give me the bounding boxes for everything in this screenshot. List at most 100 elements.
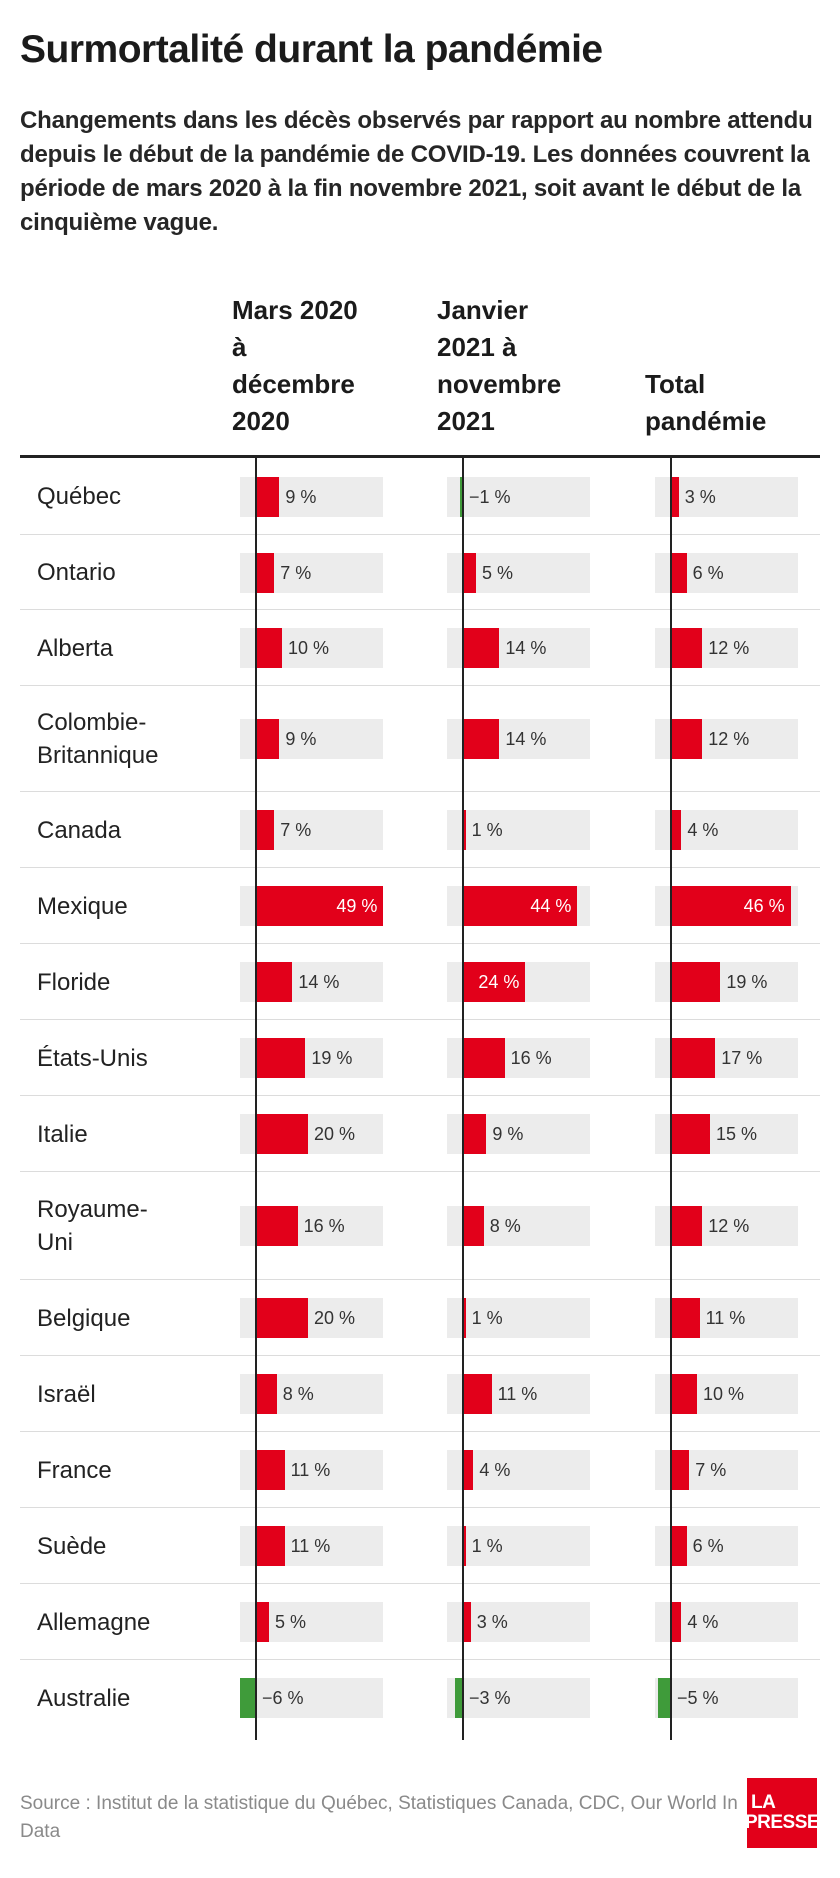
bar-cell: 14 % [447,719,590,759]
data-label: 11 % [290,1460,331,1480]
bar-cell: 10 % [655,1374,798,1414]
table-row: Québec 9 % −1 % 3 % [20,458,820,535]
bar-cell: 15 % [655,1114,798,1154]
bar-track [447,477,590,517]
row-label: Belgique [37,1305,131,1332]
bar-cell: 20 % [240,1114,383,1154]
bar [463,719,500,759]
column-header-1: Mars 2020 à décembre 2020 [232,295,358,436]
data-label: 11 % [705,1308,746,1328]
bar-track [655,1678,798,1718]
bar [460,477,463,517]
bar [463,1038,505,1078]
data-label: 16 % [303,1216,345,1236]
bar [671,1114,710,1154]
column-header-3: Total pandémie [645,369,767,436]
table-row: Italie 20 % 9 % 15 % [20,1096,820,1172]
row-label: Colombie- Britannique [37,709,159,769]
bar-cell: 11 % [447,1374,590,1414]
table-row: France 11 % 4 % 7 % [20,1432,820,1508]
bar [256,1450,285,1490]
data-label: −3 % [469,1688,511,1708]
bar [463,553,476,593]
data-label: 7 % [280,563,312,583]
bar-cell: 7 % [240,553,383,593]
data-label: −5 % [677,1688,719,1708]
bar [671,719,703,759]
data-label: 10 % [703,1384,745,1404]
bar-track [447,1678,590,1718]
bar-cell: 12 % [655,628,798,668]
row-label: Ontario [37,559,116,586]
data-label: 20 % [314,1124,356,1144]
data-label: 44 % [530,896,572,916]
table-row: Canada 7 % 1 % 4 % [20,792,820,868]
data-label: 46 % [743,896,785,916]
row-label: France [37,1457,112,1484]
bar [671,1298,700,1338]
bar [671,1206,703,1246]
row-label: Israël [37,1381,96,1408]
bar-cell: 19 % [240,1038,383,1078]
table-row: Belgique 20 % 1 % 11 % [20,1280,820,1356]
bar-cell: 1 % [447,1298,590,1338]
bar-cell: 16 % [447,1038,590,1078]
data-label: −1 % [469,487,511,507]
bar [463,1206,484,1246]
table-row: Australie −6 % −3 % −5 % [20,1660,820,1735]
row-label: Alberta [37,635,114,662]
data-label: 14 % [298,972,340,992]
bar [671,1374,697,1414]
bar-cell: −3 % [447,1678,590,1718]
la-presse-logo: LA PRESSE [745,1778,820,1848]
bar [671,1526,687,1566]
row-label: États-Unis [37,1045,148,1072]
bar-cell: 1 % [447,1526,590,1566]
data-label: 9 % [492,1124,524,1144]
data-label: 5 % [482,563,514,583]
data-label: 1 % [471,820,503,840]
bar-cell: 11 % [240,1526,383,1566]
bar [463,1450,474,1490]
bar-cell: 7 % [655,1450,798,1490]
bar-cell: 46 % [655,886,798,926]
row-label: Mexique [37,893,128,920]
bar-cell: 9 % [447,1114,590,1154]
bar-cell: −6 % [240,1678,383,1718]
row-label: Australie [37,1685,131,1712]
data-label: 12 % [708,729,750,749]
data-label: 6 % [692,563,724,583]
row-label: Québec [37,483,122,510]
data-label: 3 % [476,1612,508,1632]
row-label: Royaume- Uni [37,1196,148,1256]
bar-cell: 19 % [655,962,798,1002]
bar [256,1602,269,1642]
bar-track [240,1678,383,1718]
data-label: 12 % [708,638,750,658]
column-header-2: Janvier 2021 à novembre 2021 [437,295,562,436]
bar-cell: 20 % [240,1298,383,1338]
bar [256,810,275,850]
data-label: 10 % [288,638,330,658]
bar-track [655,477,798,517]
bar-track [447,1602,590,1642]
data-label: 14 % [505,729,547,749]
bar [671,1038,716,1078]
data-label: 11 % [497,1384,538,1404]
logo-line-1: LA [751,1792,776,1813]
table-row: Ontario 7 % 5 % 6 % [20,535,820,610]
bar-cell: 3 % [447,1602,590,1642]
bar-cell: −1 % [447,477,590,517]
row-label: Suède [37,1533,107,1560]
data-label: 7 % [280,820,312,840]
bar-cell: 14 % [240,962,383,1002]
data-label: 24 % [478,972,520,992]
bar [671,477,679,517]
zero-axis-line [255,458,257,1740]
row-label: Floride [37,969,111,996]
bar [256,719,280,759]
data-label: 4 % [687,820,719,840]
table-row: Mexique 49 % 44 % 46 % [20,868,820,944]
bar [463,886,578,926]
data-label: 15 % [716,1124,758,1144]
